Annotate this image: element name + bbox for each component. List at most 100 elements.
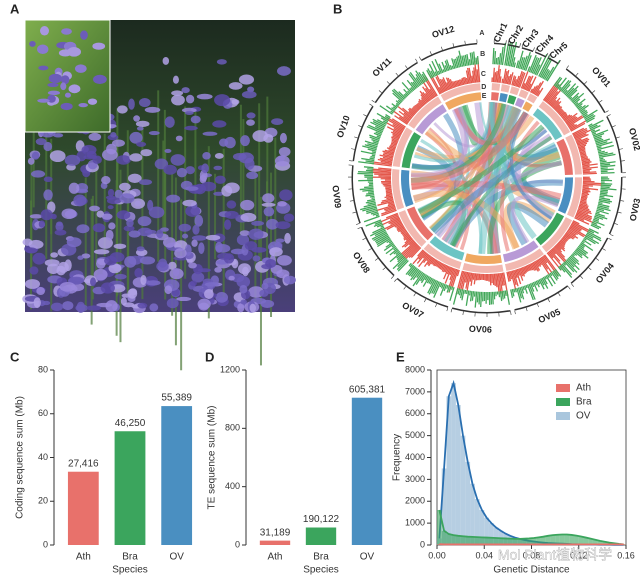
flower: [215, 241, 223, 253]
red-track: [523, 75, 531, 90]
flower: [67, 47, 81, 57]
red-track: [449, 267, 455, 281]
green-track: [553, 76, 561, 87]
chromosome-label: OV09: [330, 185, 343, 209]
flower: [214, 266, 222, 273]
flower: [274, 155, 290, 167]
green-track: [521, 55, 528, 70]
flower: [39, 26, 50, 36]
green-track: [431, 60, 440, 76]
green-track: [599, 160, 607, 163]
green-track: [412, 81, 418, 89]
flower: [43, 176, 53, 182]
flower: [92, 155, 102, 164]
red-track: [581, 157, 589, 160]
red-track: [417, 249, 424, 257]
green-track: [582, 113, 588, 118]
green-track: [595, 141, 608, 146]
green-track: [473, 51, 476, 65]
red-track: [391, 139, 398, 144]
green-track: [384, 115, 390, 120]
flower: [172, 75, 179, 84]
gc-track: [408, 96, 442, 129]
green-track: [573, 98, 581, 105]
flower: [33, 297, 41, 309]
green-track: [386, 239, 392, 244]
flower: [60, 102, 73, 111]
chromosome-axis: [494, 42, 506, 46]
green-track: [440, 283, 445, 289]
red-track: [439, 263, 444, 270]
axis-tick: [403, 286, 407, 290]
red-track: [443, 265, 450, 280]
red-track: [582, 188, 590, 191]
axis-tick: [608, 237, 612, 241]
flower: [116, 105, 128, 114]
red-track: [573, 129, 588, 138]
flower: [260, 299, 275, 308]
flower: [87, 98, 98, 105]
green-track: [408, 266, 417, 277]
green-track: [559, 79, 570, 92]
green-track: [404, 92, 409, 97]
flower: [48, 73, 63, 84]
flower: [162, 237, 176, 248]
hist-bar: [446, 396, 452, 545]
green-track: [360, 150, 376, 155]
flower: [133, 115, 140, 122]
green-track: [510, 289, 514, 299]
green-track: [434, 71, 438, 76]
flower: [216, 59, 227, 65]
flower: [248, 228, 264, 240]
green-track: [410, 81, 417, 90]
red-track: [568, 123, 575, 129]
y-tick-label: 0: [235, 539, 240, 549]
hist-bar: [512, 538, 518, 545]
hist-bar: [574, 535, 579, 545]
flower: [96, 258, 106, 269]
red-track: [473, 67, 477, 83]
red-track: [398, 110, 411, 121]
green-track: [396, 254, 404, 261]
red-track: [549, 249, 561, 262]
flower: [246, 112, 256, 119]
red-track: [451, 81, 456, 88]
axis-tick: [602, 248, 606, 251]
red-track: [508, 271, 513, 280]
gc-track: [491, 83, 501, 91]
green-track: [529, 283, 535, 292]
green-track: [392, 256, 406, 270]
red-track: [377, 200, 395, 206]
red-track: [388, 217, 401, 225]
hist-bar: [493, 527, 499, 545]
flower: [50, 302, 64, 312]
green-track: [365, 219, 382, 227]
green-track: [407, 265, 416, 276]
red-track: [506, 75, 510, 85]
x-tick-label: Bra: [122, 552, 138, 563]
red-track: [411, 107, 418, 114]
red-track: [400, 241, 416, 255]
red-track: [392, 110, 410, 123]
green-track: [568, 256, 577, 265]
chromosome-label: OV06: [469, 324, 492, 335]
flower: [168, 261, 177, 270]
red-track: [441, 79, 448, 91]
green-track: [364, 186, 374, 189]
y-tick-label: 1000: [405, 518, 425, 528]
green-track: [439, 283, 446, 296]
green-track: [533, 57, 542, 75]
red-track: [418, 251, 426, 260]
green-track: [597, 206, 611, 212]
flower: [29, 40, 36, 47]
red-track: [383, 184, 392, 187]
green-track: [433, 281, 442, 298]
red-track: [385, 207, 396, 212]
green-track: [512, 57, 516, 68]
green-track: [457, 55, 462, 68]
y-tick-label: 60: [38, 408, 48, 418]
green-track: [501, 290, 504, 300]
red-track: [570, 223, 582, 231]
flower: [224, 210, 239, 219]
red-track: [433, 259, 438, 267]
